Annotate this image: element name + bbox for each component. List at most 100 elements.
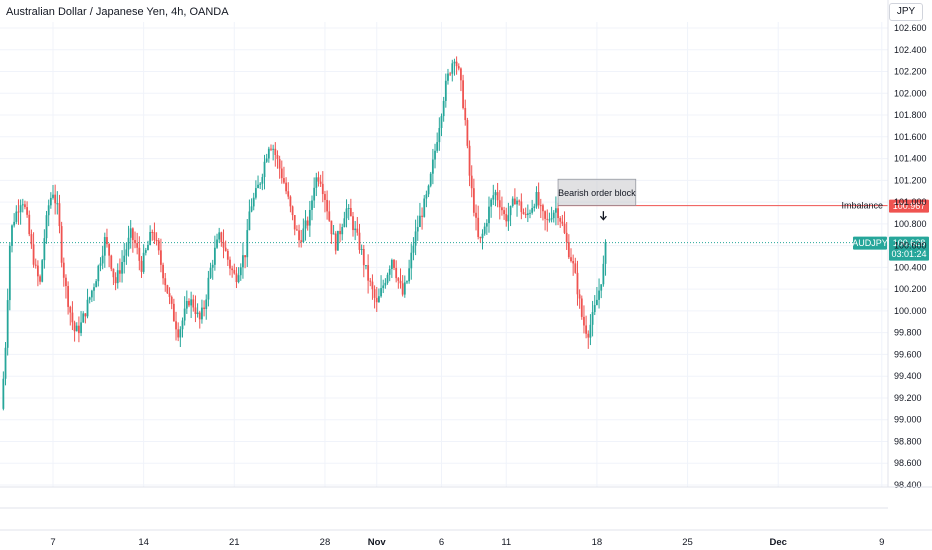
y-tick-label: 101.400 xyxy=(894,154,927,164)
candle-body xyxy=(576,272,579,295)
candle-body xyxy=(274,148,277,156)
candle-body xyxy=(345,208,348,219)
candle-body xyxy=(67,286,70,307)
candle-body xyxy=(330,220,333,235)
candle-body xyxy=(444,80,447,101)
candle-body xyxy=(324,194,326,200)
candle-body xyxy=(65,277,67,287)
current-price-tag xyxy=(889,236,929,261)
candle-body xyxy=(125,249,128,256)
candle-body xyxy=(28,214,31,235)
candle-body xyxy=(239,267,242,276)
candle-body xyxy=(209,267,212,278)
y-tick-label: 99.400 xyxy=(894,371,922,381)
candle-body xyxy=(539,205,542,207)
candle-body xyxy=(170,296,173,304)
candle-body xyxy=(93,287,95,291)
candle-body xyxy=(360,248,363,250)
candle-body xyxy=(121,261,123,274)
candle-body xyxy=(319,181,322,184)
candle-body xyxy=(194,307,197,314)
candle-body xyxy=(395,267,398,279)
candle-body xyxy=(252,197,255,207)
candle-body xyxy=(317,177,320,182)
candle-body xyxy=(267,148,270,159)
candle-body xyxy=(434,150,436,160)
candle-body xyxy=(52,194,54,198)
candle-body xyxy=(190,299,193,306)
candle-body xyxy=(438,127,441,143)
candle-body xyxy=(365,265,367,267)
candle-body xyxy=(485,223,488,227)
candle-body xyxy=(142,252,145,272)
candle-body xyxy=(423,198,426,217)
candle-body xyxy=(24,204,26,208)
candle-body xyxy=(291,206,294,216)
candle-body xyxy=(507,215,510,222)
y-tick-label: 99.200 xyxy=(894,393,922,403)
currency-button[interactable]: JPY xyxy=(889,3,923,21)
candle-body xyxy=(533,206,536,208)
candle-body xyxy=(302,228,305,242)
candle-body xyxy=(151,232,154,234)
candle-body xyxy=(354,228,357,231)
candle-body xyxy=(129,228,132,238)
candle-body xyxy=(19,205,22,213)
y-tick-label: 99.800 xyxy=(894,328,922,338)
y-tick-label: 100.000 xyxy=(894,306,927,316)
candle-body xyxy=(49,197,52,206)
candle-body xyxy=(375,297,378,303)
candle-body xyxy=(449,73,452,75)
candle-body xyxy=(403,282,406,295)
candle-body xyxy=(110,255,113,269)
candle-body xyxy=(419,215,421,228)
y-tick-label: 98.600 xyxy=(894,458,922,468)
candle-body xyxy=(201,307,203,320)
candle-body xyxy=(144,250,147,253)
candle-body xyxy=(427,185,430,195)
candle-body xyxy=(78,325,80,334)
candle-body xyxy=(563,223,566,233)
candle-body xyxy=(162,264,164,279)
y-tick-label: 101.800 xyxy=(894,110,927,120)
candle-body xyxy=(561,221,564,224)
candle-body xyxy=(399,280,402,284)
y-tick-label: 100.400 xyxy=(894,262,927,272)
candle-body xyxy=(11,225,13,246)
candle-body xyxy=(550,218,553,220)
candle-body xyxy=(578,294,581,299)
candle-body xyxy=(337,230,339,251)
candle-body xyxy=(460,68,462,81)
candle-body xyxy=(43,238,46,261)
candle-body xyxy=(32,244,35,265)
candle-body xyxy=(6,300,9,348)
candle-body xyxy=(321,183,324,195)
x-tick-label: Nov xyxy=(368,537,387,548)
candle-body xyxy=(501,207,503,211)
candle-body xyxy=(554,208,557,213)
candle-body xyxy=(481,233,484,239)
candle-body xyxy=(492,195,495,200)
candle-body xyxy=(593,305,596,313)
y-tick-label: 101.200 xyxy=(894,175,927,185)
imbalance-label: Imbalance xyxy=(841,201,883,211)
candle-body xyxy=(15,211,18,222)
candle-body xyxy=(455,61,458,67)
candle-body xyxy=(112,268,115,278)
candle-body xyxy=(270,148,272,150)
candle-body xyxy=(213,247,216,265)
candle-body xyxy=(436,142,439,151)
candle-body xyxy=(99,263,102,266)
candle-body xyxy=(570,257,572,262)
candle-body xyxy=(440,116,443,128)
candle-body xyxy=(30,234,33,245)
candle-body xyxy=(140,260,143,272)
candle-body xyxy=(371,281,374,290)
y-tick-label: 102.200 xyxy=(894,67,927,77)
candle-body xyxy=(298,230,300,241)
candle-body xyxy=(311,200,313,210)
candle-body xyxy=(229,259,231,269)
candle-body xyxy=(90,290,93,298)
candle-body xyxy=(285,182,287,192)
